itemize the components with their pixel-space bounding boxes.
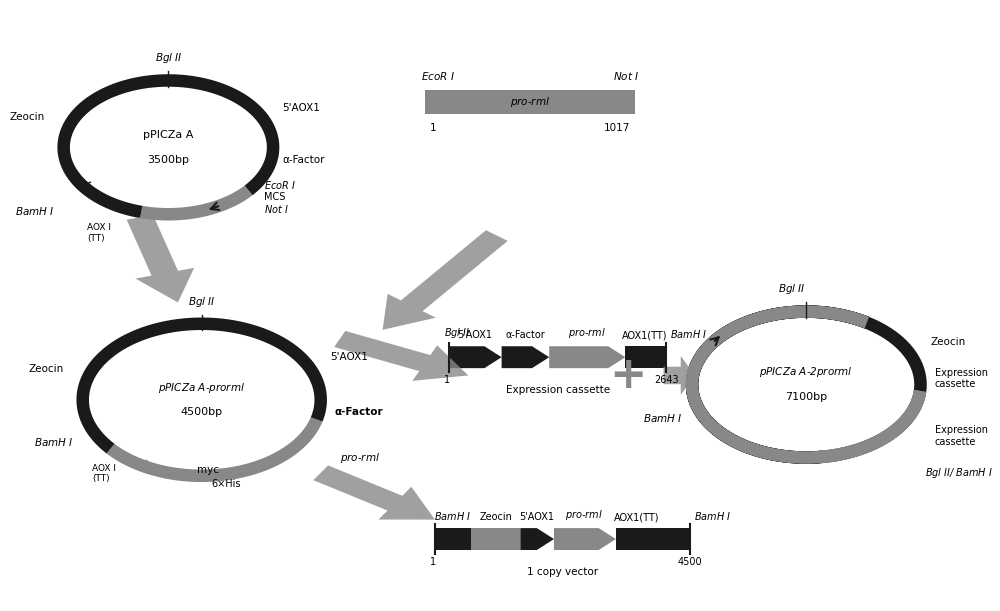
Text: 2643: 2643 [654, 375, 679, 386]
Polygon shape [449, 346, 502, 368]
Text: 1: 1 [444, 375, 450, 386]
Bar [625, 346, 666, 368]
Text: Expression
cassette: Expression cassette [935, 425, 988, 447]
Polygon shape [334, 331, 468, 381]
Text: pPICZa A-2$prorml$: pPICZa A-2$prorml$ [759, 365, 853, 379]
Text: 4500: 4500 [678, 557, 702, 567]
Text: 3500bp: 3500bp [147, 155, 189, 164]
Text: α-Factor: α-Factor [283, 155, 325, 164]
Text: $pro$-$rml$: $pro$-$rml$ [340, 450, 380, 464]
Text: Zeocin: Zeocin [28, 364, 64, 375]
Text: 6×His: 6×His [211, 478, 241, 489]
Bar [471, 528, 521, 550]
Text: $pro$-$rml$: $pro$-$rml$ [568, 326, 606, 340]
Text: 7100bp: 7100bp [785, 392, 827, 402]
Text: +: + [610, 354, 647, 397]
Text: $Bgl$ II: $Bgl$ II [188, 295, 216, 309]
Text: AOX1(TT): AOX1(TT) [614, 512, 660, 522]
Text: $Bgl$ II: $Bgl$ II [778, 282, 806, 296]
Text: $Bgl$ II/ $Bam$H I: $Bgl$ II/ $Bam$H I [925, 466, 993, 480]
Text: Zeocin: Zeocin [930, 337, 965, 347]
Text: $EcoR$ I: $EcoR$ I [421, 70, 455, 82]
Text: Zeocin: Zeocin [479, 512, 512, 522]
Polygon shape [127, 215, 194, 302]
Text: AOX I
(TT): AOX I (TT) [92, 464, 116, 483]
Bar [616, 528, 659, 550]
Text: $Not$ I: $Not$ I [613, 70, 640, 82]
Text: AOX I
(TT): AOX I (TT) [87, 224, 111, 243]
Polygon shape [663, 356, 695, 395]
Text: MCS: MCS [264, 192, 285, 202]
Text: myc: myc [197, 465, 219, 475]
Text: $EcoR$ I: $EcoR$ I [264, 179, 296, 191]
Text: AOX1(TT): AOX1(TT) [622, 330, 667, 340]
Text: $Bam$H I: $Bam$H I [670, 328, 707, 340]
Text: $Bam$H I: $Bam$H I [15, 205, 54, 218]
Text: 5'AOX1: 5'AOX1 [457, 330, 492, 340]
Text: α-Factor: α-Factor [506, 330, 545, 340]
Text: 1017: 1017 [604, 123, 630, 133]
Text: $pro$-$rml$: $pro$-$rml$ [510, 95, 550, 109]
Bar [435, 528, 471, 550]
Polygon shape [549, 346, 625, 368]
Text: $Bam$H I: $Bam$H I [34, 436, 73, 448]
Text: 1: 1 [430, 123, 437, 133]
Text: 5'AOX1: 5'AOX1 [283, 103, 321, 113]
Bar [425, 90, 635, 114]
Text: 1 copy vector: 1 copy vector [527, 567, 598, 577]
Text: $pro$-$rml$: $pro$-$rml$ [565, 508, 603, 522]
Text: pPICZa A-$prorml$: pPICZa A-$prorml$ [158, 381, 245, 395]
Text: $Bam$H I: $Bam$H I [694, 510, 731, 522]
Text: $Not$ I: $Not$ I [264, 203, 288, 216]
Text: $Bgl$ II: $Bgl$ II [444, 326, 471, 340]
Polygon shape [554, 528, 616, 550]
Text: 5'AOX1: 5'AOX1 [330, 352, 368, 362]
Text: Expression cassette: Expression cassette [506, 385, 610, 395]
Text: pPICZa A: pPICZa A [143, 130, 194, 140]
Bar [659, 528, 690, 550]
Polygon shape [313, 466, 435, 519]
Polygon shape [502, 346, 549, 368]
Polygon shape [383, 230, 508, 330]
Text: 5'AOX1: 5'AOX1 [519, 512, 554, 522]
Text: $Bam$H I: $Bam$H I [643, 412, 682, 424]
Text: $Bgl$ II: $Bgl$ II [155, 51, 182, 65]
Text: Zeocin: Zeocin [9, 112, 45, 122]
Text: 4500bp: 4500bp [181, 407, 223, 417]
Polygon shape [521, 528, 554, 550]
Text: $Bam$H I: $Bam$H I [434, 510, 472, 522]
Text: Expression
cassette: Expression cassette [935, 368, 988, 389]
Text: α-Factor: α-Factor [335, 407, 384, 417]
Text: 1: 1 [430, 557, 436, 567]
